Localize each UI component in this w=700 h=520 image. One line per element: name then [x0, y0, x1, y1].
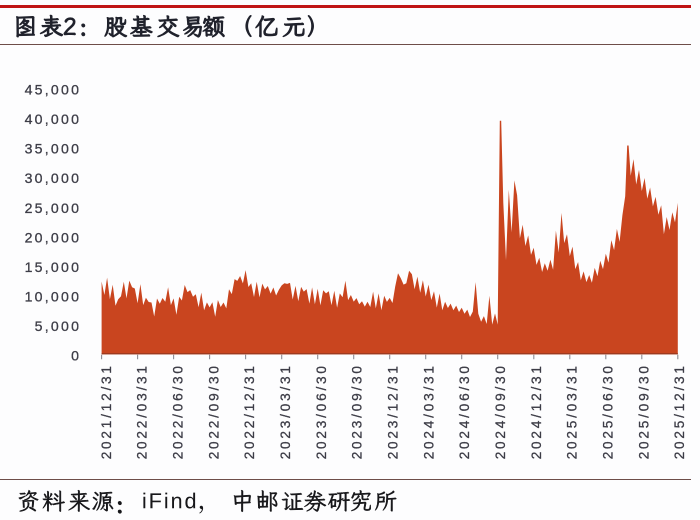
svg-text:2024/12/31: 2024/12/31 — [529, 363, 544, 459]
svg-text:2025/09/30: 2025/09/30 — [636, 363, 651, 459]
svg-text:2021/12/31: 2021/12/31 — [99, 363, 114, 459]
svg-text:40,000: 40,000 — [25, 111, 82, 127]
svg-text:2023/03/31: 2023/03/31 — [278, 363, 293, 459]
svg-text:25,000: 25,000 — [25, 200, 82, 216]
svg-text:20,000: 20,000 — [25, 229, 82, 245]
svg-text:0: 0 — [71, 348, 81, 364]
svg-text:45,000: 45,000 — [25, 82, 82, 98]
svg-text:2024/09/30: 2024/09/30 — [493, 363, 508, 459]
svg-text:15,000: 15,000 — [25, 259, 82, 275]
svg-text:2024/03/31: 2024/03/31 — [421, 363, 436, 459]
svg-text:30,000: 30,000 — [25, 170, 82, 186]
svg-text:5,000: 5,000 — [35, 318, 82, 334]
svg-text:10,000: 10,000 — [25, 288, 82, 304]
svg-text:2023/06/30: 2023/06/30 — [314, 363, 329, 459]
svg-text:2025/12/31: 2025/12/31 — [672, 363, 687, 459]
svg-text:2023/09/30: 2023/09/30 — [350, 363, 365, 459]
svg-text:2022/12/31: 2022/12/31 — [242, 363, 257, 459]
svg-text:2022/06/30: 2022/06/30 — [171, 363, 186, 459]
svg-text:2025/03/31: 2025/03/31 — [565, 363, 580, 459]
svg-text:2024/06/30: 2024/06/30 — [457, 363, 472, 459]
svg-text:2025/06/30: 2025/06/30 — [601, 363, 616, 459]
svg-text:2022/03/31: 2022/03/31 — [135, 363, 150, 459]
svg-text:2023/12/31: 2023/12/31 — [386, 363, 401, 459]
svg-text:35,000: 35,000 — [25, 141, 82, 157]
svg-text:2022/09/30: 2022/09/30 — [206, 363, 221, 459]
